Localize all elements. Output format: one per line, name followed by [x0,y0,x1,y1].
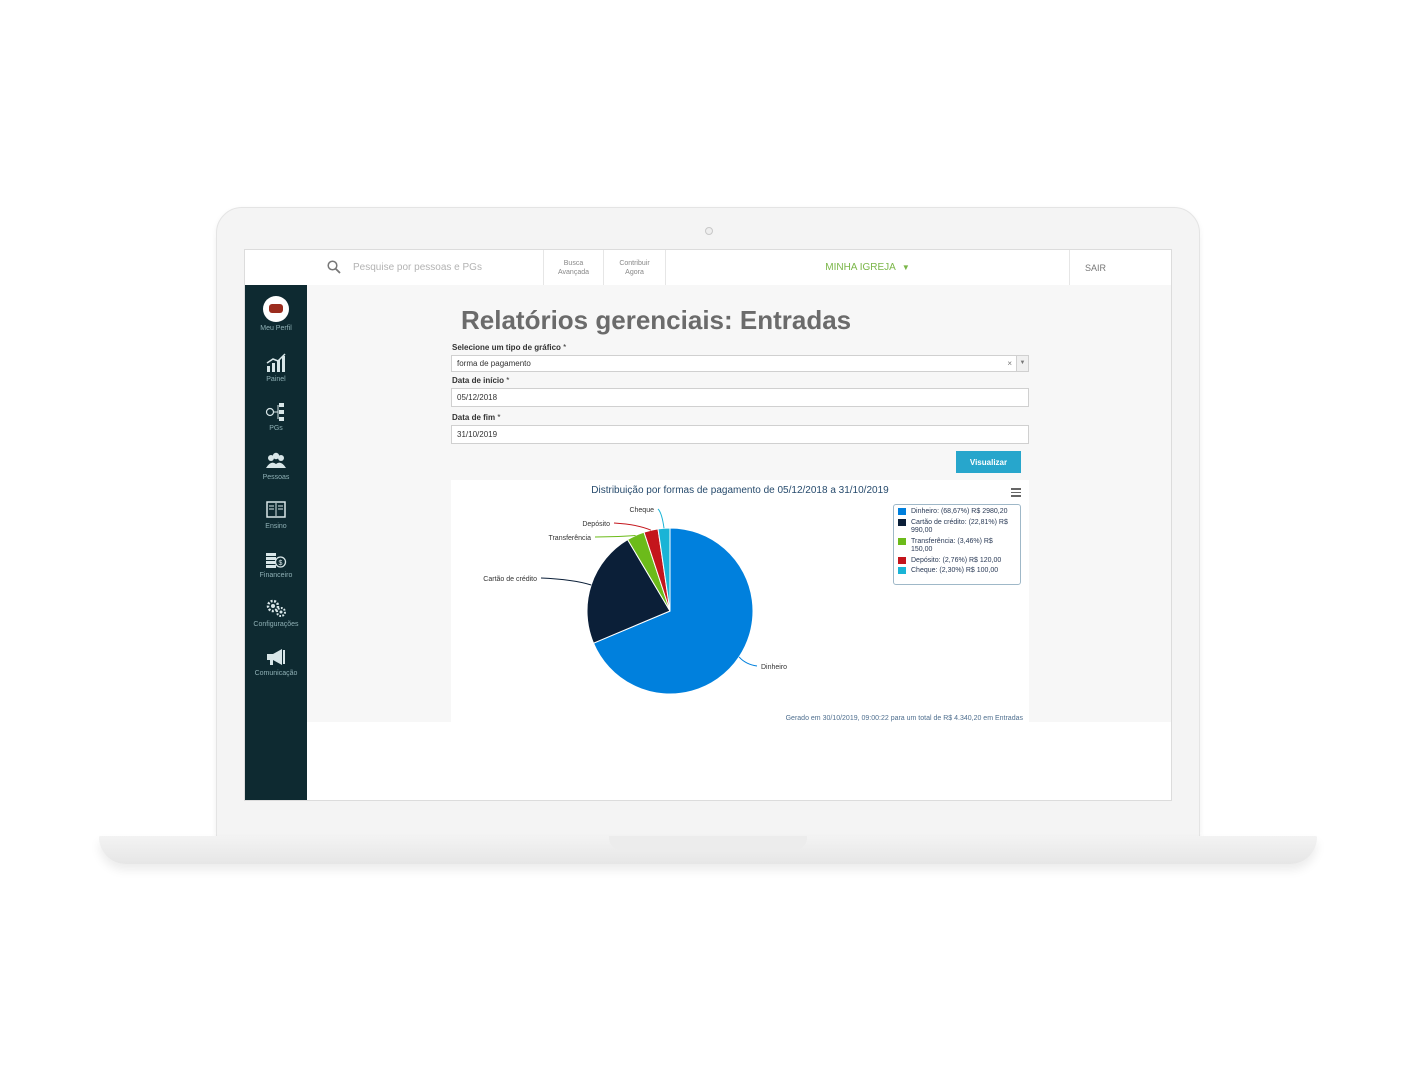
screen: Busca Avançada Contribuir Agora MINHA IG… [244,249,1172,801]
avatar [263,296,289,322]
contribute-label: Contribuir Agora [619,259,650,276]
legend-label: Cartão de crédito: (22,81%) R$ 990,00 [911,518,1008,535]
legend-label: Cheque: (2,30%) R$ 100,00 [911,567,999,574]
pie-chart: Dinheiro Cartão de crédito Transferência De… [451,480,1029,722]
legend-label: Transferência: (3,46%) R$ 150,00 [911,537,993,554]
legend-item[interactable]: Transferência: (3,46%) R$ 150,00 [898,537,1016,555]
group-tree-icon [265,403,284,421]
people-icon [266,452,286,468]
pie-label: Transferência [548,535,591,542]
pie-label: Depósito [582,521,610,528]
advanced-search-link[interactable]: Busca Avançada [543,250,603,285]
page-title: Relatórios gerenciais: Entradas [461,305,852,335]
start-date-field[interactable]: 05/12/2018 [451,388,1029,407]
chart-bar-icon [266,353,286,372]
pie-label: Cheque [629,507,654,514]
pie-slice[interactable] [657,527,671,612]
sidebar-item-label: Comunicação [254,670,298,677]
pie-connector [613,522,652,531]
search-input[interactable] [353,259,533,275]
end-date-label: Data de fim * [452,413,500,422]
sidebar-item-label: Financeiro [259,572,293,579]
sidebar-item-painel[interactable]: Painel [245,353,307,383]
sidebar-item-label: Painel [266,376,286,383]
start-date-value: 05/12/2018 [457,393,498,402]
chart-type-label-text: Selecione um tipo de gráfico [452,343,561,352]
start-date-label-text: Data de início [452,376,505,385]
legend-item[interactable]: Depósito: (2,76%) R$ 120,00 [898,556,1016,566]
book-icon [266,501,286,518]
church-menu[interactable]: MINHA IGREJA ▼ [665,250,1069,285]
sidebar-item-profile[interactable]: Meu Perfil [245,296,307,332]
legend-swatch [898,556,906,564]
chart-menu-icon[interactable] [1011,488,1021,497]
pie-label: Cartão de crédito [483,576,537,583]
pie-connector [657,508,665,529]
pie-label: Dinheiro [761,664,787,671]
chart-footer: Gerado em 30/10/2019, 09:00:22 para um t… [785,715,1023,722]
sidebar-item-financeiro[interactable]: $ Financeiro [245,549,307,579]
caret-down-icon: ▼ [901,263,910,272]
church-menu-label: MINHA IGREJA [825,262,896,273]
legend-item[interactable]: Dinheiro: (68,67%) R$ 2980,20 [898,508,1016,517]
advanced-search-label: Busca Avançada [557,259,589,276]
megaphone-icon [267,649,285,665]
sidebar-item-configuracoes[interactable]: Configurações [245,598,307,628]
chart-type-label: Selecione um tipo de gráfico * [452,343,566,352]
pie-chart-svg: Dinheiro Cartão de crédito Transferência De… [483,507,787,695]
sidebar-item-comunicacao[interactable]: Comunicação [245,647,307,677]
sidebar-item-label: Ensino [265,523,287,530]
chevron-down-icon[interactable]: ▼ [1016,356,1028,371]
chart-type-select[interactable]: forma de pagamento × ▼ [451,355,1029,372]
sidebar-item-label: Configurações [253,621,299,628]
legend-swatch [898,508,906,515]
legend-item[interactable]: Cheque: (2,30%) R$ 100,00 [898,567,1016,576]
contribute-link[interactable]: Contribuir Agora [603,250,665,285]
end-date-field[interactable]: 31/10/2019 [451,425,1029,444]
svg-text:$: $ [279,560,283,567]
laptop-notch [609,836,807,850]
legend-label: Depósito: (2,76%) R$ 120,00 [911,556,1002,564]
topbar: Busca Avançada Contribuir Agora MINHA IG… [245,250,1171,286]
view-button[interactable]: Visualizar [956,451,1021,473]
legend-swatch [898,567,906,574]
sidebar-item-pessoas[interactable]: Pessoas [245,451,307,481]
legend-swatch [898,537,906,545]
legend-swatch [898,518,906,526]
pie-connector [594,535,636,538]
camera-icon [705,227,713,235]
pie-connector [738,656,758,667]
required-mark: * [497,413,501,422]
sidebar-item-label: Pessoas [262,474,290,481]
chart-legend: Dinheiro: (68,67%) R$ 2980,20 Cartão de … [893,504,1021,585]
sidebar-item-ensino[interactable]: Ensino [245,500,307,530]
sidebar-item-label: PGs [269,425,283,432]
chart-type-value: forma de pagamento [457,359,531,368]
gears-icon [266,599,286,617]
search-icon[interactable] [327,260,341,274]
required-mark: * [563,343,567,352]
end-date-value: 31/10/2019 [457,430,498,439]
pie-connector [540,577,592,586]
logout-link[interactable]: SAIR [1069,250,1171,285]
main-content: Relatórios gerenciais: Entradas Selecion… [307,285,1171,722]
logout-label: SAIR [1085,262,1107,273]
end-date-label-text: Data de fim [452,413,496,422]
required-mark: * [506,376,510,385]
chart-title: Distribuição por formas de pagamento de … [591,485,889,496]
clear-icon[interactable]: × [1007,359,1012,368]
sidebar-item-pgs[interactable]: PGs [245,402,307,432]
legend-item[interactable]: Cartão de crédito: (22,81%) R$ 990,00 [898,518,1016,536]
legend-label: Dinheiro: (68,67%) R$ 2980,20 [911,508,1008,515]
sidebar-item-label: Meu Perfil [260,325,292,332]
sidebar: Meu Perfil Painel PGs Pessoas [245,285,307,800]
money-icon: $ [266,553,287,568]
start-date-label: Data de início * [452,376,509,385]
